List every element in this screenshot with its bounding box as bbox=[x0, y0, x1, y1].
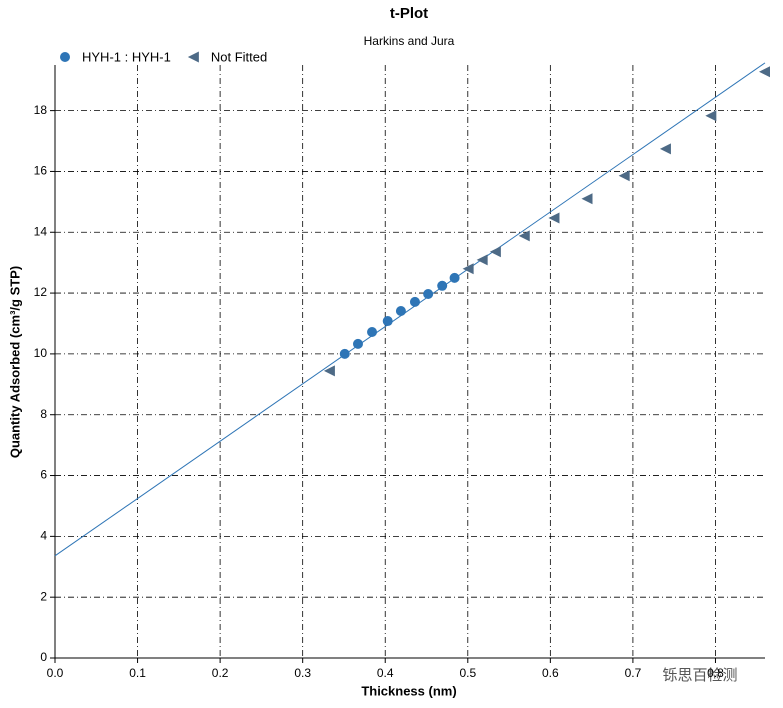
point bbox=[548, 212, 560, 224]
y-tick-label: 12 bbox=[34, 285, 48, 299]
legend-marker bbox=[60, 52, 70, 62]
chart-subtitle: Harkins and Jura bbox=[364, 34, 455, 48]
point bbox=[339, 348, 350, 359]
point bbox=[581, 193, 593, 205]
y-tick-label: 0 bbox=[40, 650, 47, 664]
point bbox=[489, 246, 501, 258]
point bbox=[323, 365, 335, 377]
chart-title: t-Plot bbox=[390, 5, 428, 22]
x-axis-label: Thickness (nm) bbox=[361, 683, 456, 698]
y-tick-label: 16 bbox=[34, 164, 48, 178]
point bbox=[449, 272, 460, 283]
point bbox=[518, 230, 530, 242]
point bbox=[423, 288, 434, 299]
point bbox=[705, 110, 717, 122]
point bbox=[437, 280, 448, 291]
y-tick-label: 2 bbox=[40, 589, 47, 603]
y-tick-label: 18 bbox=[34, 103, 48, 117]
x-tick-label: 0.8 bbox=[707, 666, 724, 680]
legend-marker bbox=[187, 51, 199, 63]
x-tick-label: 0.0 bbox=[47, 666, 64, 680]
y-tick-label: 14 bbox=[34, 224, 48, 238]
x-tick-label: 0.6 bbox=[542, 666, 559, 680]
y-tick-label: 6 bbox=[40, 468, 47, 482]
point bbox=[367, 327, 378, 338]
x-tick-label: 0.7 bbox=[625, 666, 642, 680]
point bbox=[409, 296, 420, 307]
x-tick-label: 0.2 bbox=[212, 666, 229, 680]
y-tick-label: 10 bbox=[34, 346, 48, 360]
point bbox=[382, 316, 393, 327]
point bbox=[476, 254, 488, 266]
x-tick-label: 0.3 bbox=[294, 666, 311, 680]
legend-label: Not Fitted bbox=[211, 49, 267, 64]
y-tick-label: 8 bbox=[40, 407, 47, 421]
y-axis-label: Quantity Adsorbed (cm³/g STP) bbox=[7, 266, 22, 458]
watermark: 铄思百检测 bbox=[662, 667, 737, 684]
x-tick-label: 0.5 bbox=[459, 666, 476, 680]
fit-line bbox=[54, 62, 766, 557]
point bbox=[618, 170, 630, 182]
point bbox=[659, 143, 671, 155]
point bbox=[759, 66, 770, 78]
point bbox=[395, 306, 406, 317]
y-tick-label: 4 bbox=[40, 529, 47, 543]
x-tick-label: 0.1 bbox=[129, 666, 146, 680]
legend-label: HYH-1 : HYH-1 bbox=[82, 49, 171, 64]
point bbox=[352, 338, 363, 349]
x-tick-label: 0.4 bbox=[377, 666, 394, 680]
point bbox=[462, 263, 474, 275]
